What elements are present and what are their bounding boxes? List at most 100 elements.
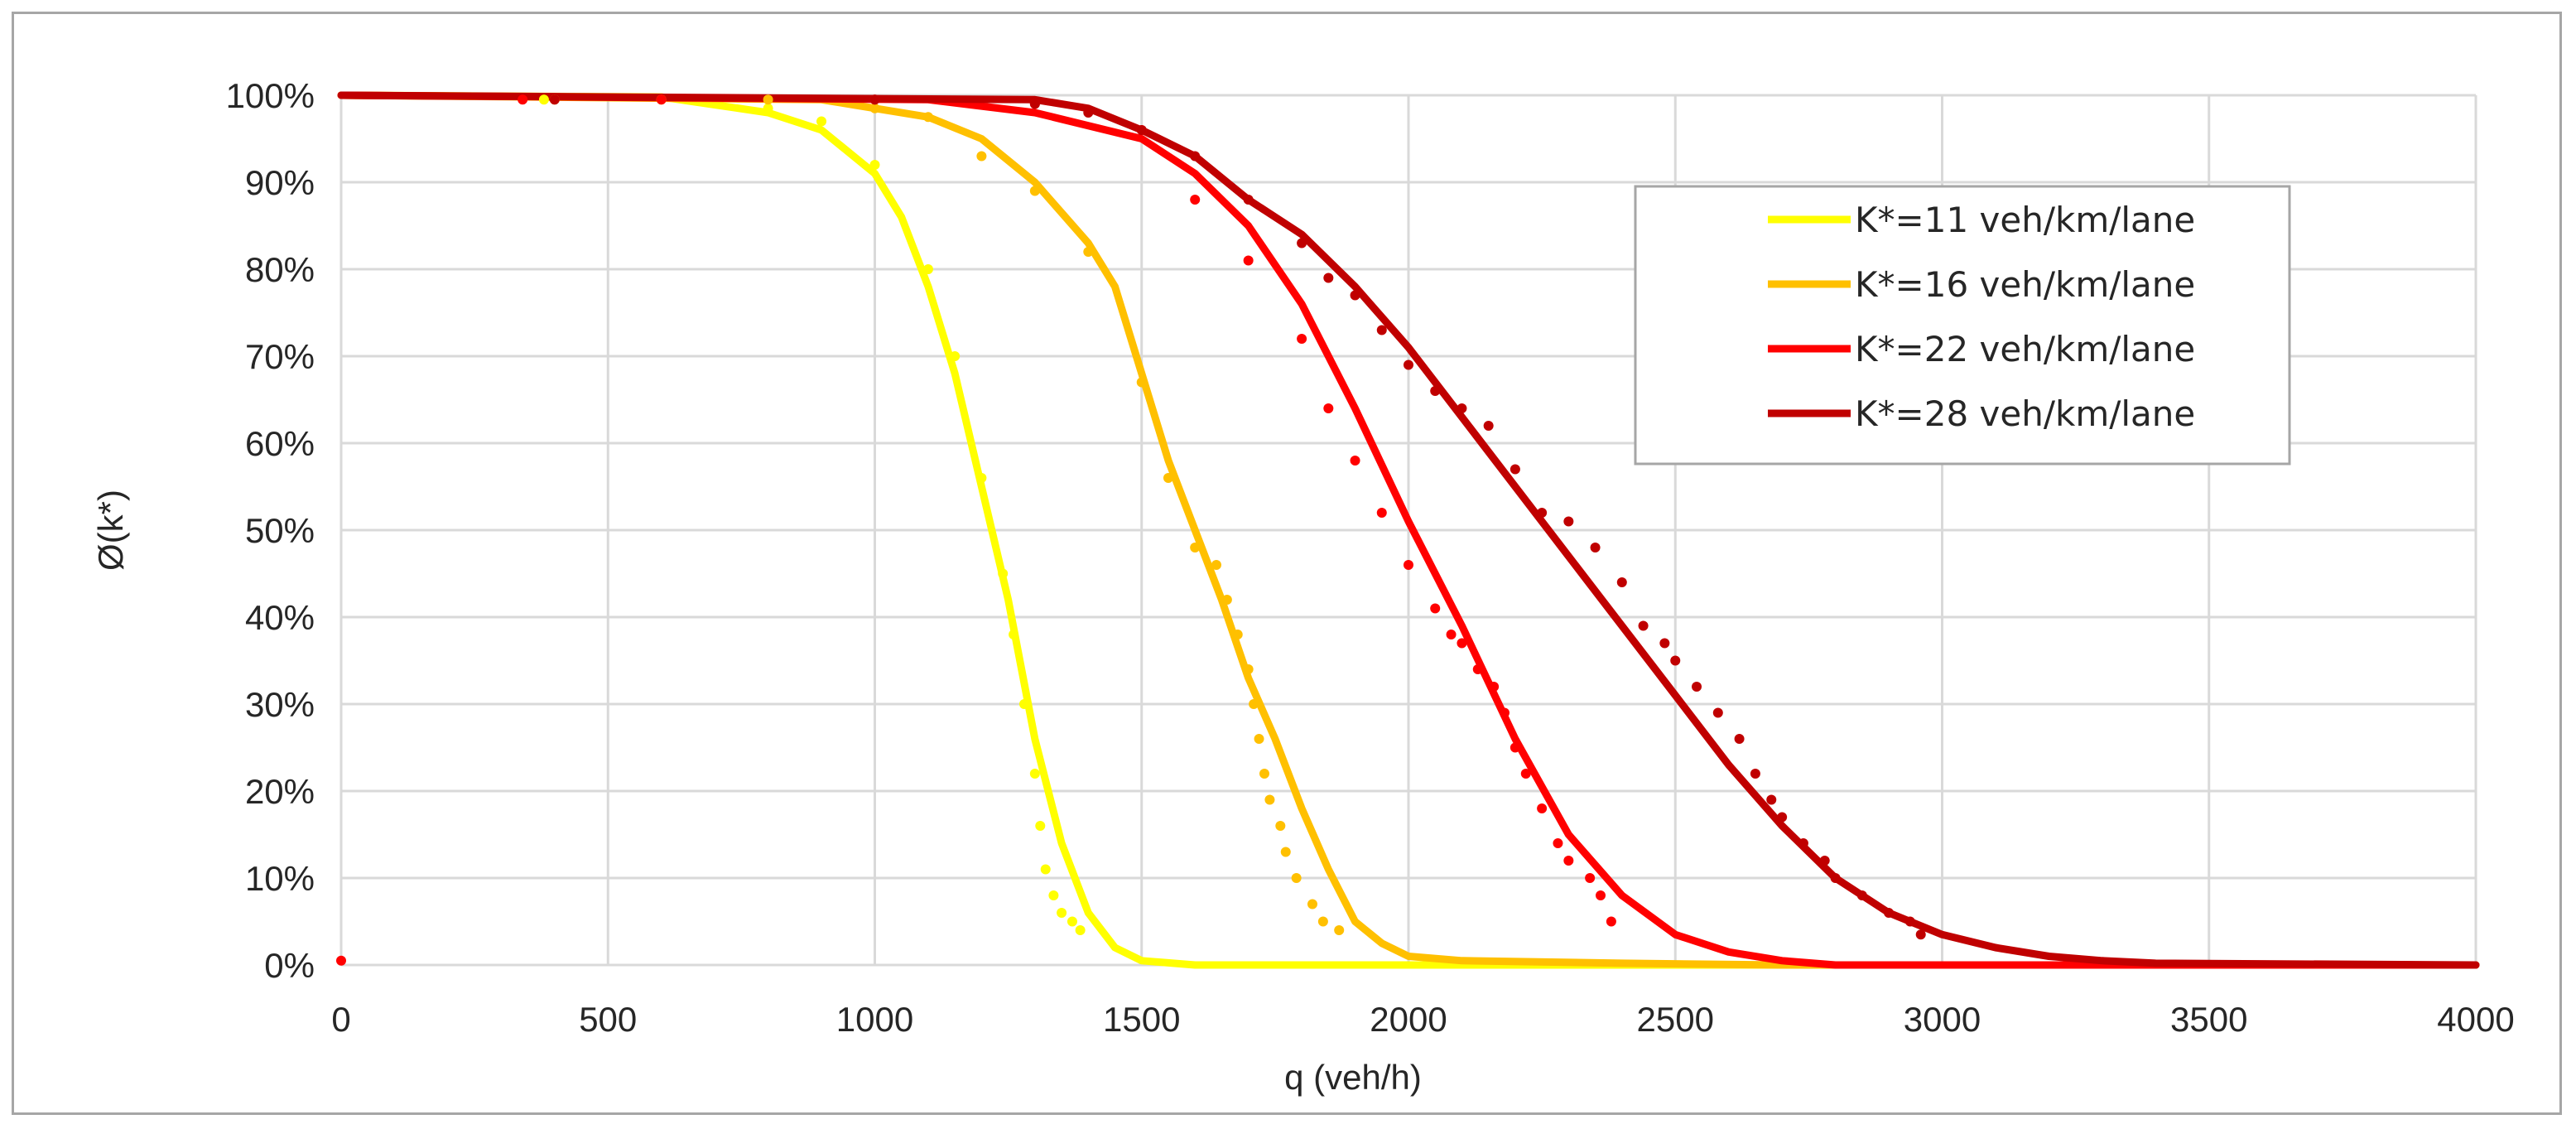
data-point [1211,560,1221,570]
data-point [1446,630,1457,639]
data-point [1254,734,1264,744]
data-point [1057,908,1067,918]
data-point [1280,847,1291,857]
data-point [1766,794,1777,805]
y-tick-label: 10% [245,859,315,898]
data-point [538,94,549,105]
data-point [1029,769,1040,779]
data-point [1692,682,1702,692]
data-point [1083,108,1094,118]
data-point [869,94,880,105]
x-tick-label: 3500 [2170,1000,2247,1039]
data-point [1819,856,1830,866]
data-point [1537,508,1548,518]
legend-label-1: K*=11 veh/km/lane [1855,200,2195,240]
data-point [1830,873,1841,883]
data-point [656,94,667,105]
data-point [1670,655,1681,666]
data-point [998,568,1009,579]
data-point [1029,99,1040,109]
data-point [1472,664,1483,674]
data-point [336,955,346,966]
data-point [1509,742,1520,753]
data-point [1323,273,1334,283]
data-point [869,103,880,113]
data-point [1563,516,1574,527]
data-point [1596,890,1606,900]
y-tick-label: 90% [245,163,315,202]
x-tick-label: 1500 [1103,1000,1180,1039]
y-tick-label: 60% [245,424,315,463]
data-point [1904,916,1915,927]
data-point [1190,543,1201,552]
data-point [1915,929,1926,940]
y-tick-label: 30% [245,685,315,724]
legend-label-2: K*=16 veh/km/lane [1855,264,2195,305]
data-point [1606,916,1616,927]
data-point [1323,403,1334,413]
data-point [763,94,773,105]
data-point [1048,890,1059,900]
data-point [1489,682,1500,692]
data-point [922,112,933,123]
data-point [922,264,933,274]
data-point [1750,769,1760,779]
data-point [1243,664,1254,674]
x-tick-label: 500 [579,1000,637,1039]
data-point [1659,638,1670,649]
data-point [1553,838,1563,848]
data-point [1040,864,1051,875]
data-point [1884,908,1895,918]
data-point [1275,821,1286,831]
data-point [1430,603,1441,614]
data-point [1777,812,1788,823]
data-point [1590,543,1601,552]
data-point [1307,899,1317,909]
data-point [1297,238,1307,248]
data-point [1136,377,1147,388]
legend-label-3: K*=22 veh/km/lane [1855,329,2195,369]
data-point [1856,890,1867,900]
series-curve-2 [337,91,2480,969]
data-point [1500,707,1510,718]
data-point [549,94,560,105]
data-point [1163,473,1173,483]
data-point [1190,151,1201,162]
y-tick-label: 20% [245,772,315,811]
data-point [1264,794,1275,805]
y-tick-label: 0% [264,946,315,985]
series-curve-3 [337,91,2480,969]
data-point [1350,456,1360,466]
data-point [1035,821,1046,831]
data-point [1075,925,1086,935]
data-point [1317,916,1328,927]
data-point [1136,125,1147,135]
data-point [1190,195,1201,205]
legend-label-4: K*=28 veh/km/lane [1855,393,2195,434]
x-tick-label: 0 [331,1000,350,1039]
data-point [1457,638,1467,649]
y-tick-label: 70% [245,337,315,376]
data-point [1457,403,1467,413]
data-point [1221,595,1232,605]
legend: K*=11 veh/km/lane K*=16 veh/km/lane K*=22 … [1634,185,2291,466]
data-point [1029,186,1040,196]
data-point [1009,630,1019,639]
series-curve-1 [337,91,2480,969]
data-point [518,94,528,105]
data-point [1509,464,1520,475]
data-point [1243,255,1254,266]
data-point [1232,630,1243,639]
data-point [1404,560,1413,570]
data-point [1067,916,1077,927]
data-point [1712,707,1723,718]
data-point [1376,508,1387,518]
y-tick-label: 80% [245,250,315,289]
data-point [1018,699,1029,709]
x-tick-label: 2000 [1370,1000,1447,1039]
data-point [1243,195,1254,205]
observed-points [336,94,1926,966]
data-point [1297,334,1307,344]
data-point [763,103,773,113]
